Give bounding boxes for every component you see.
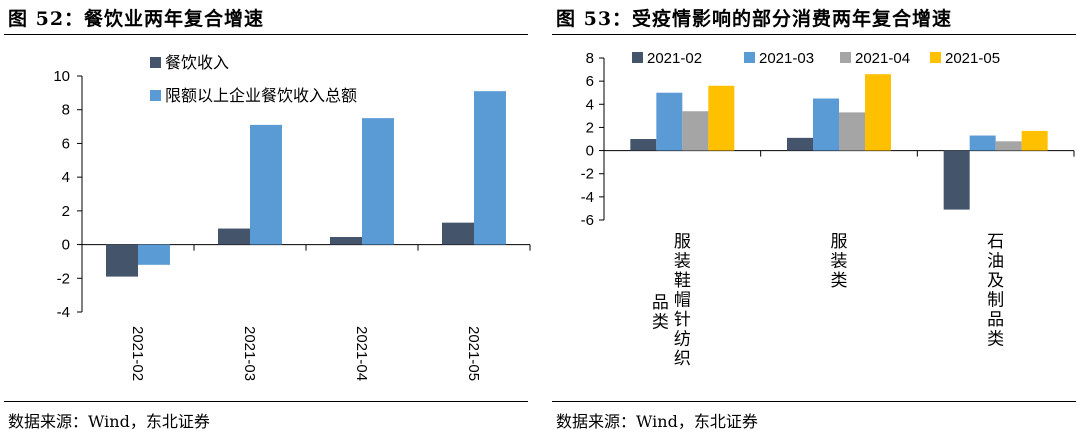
figure-53-chart: -6 -4 -2 0 2 4 6 8 服装鞋帽针纺织品类 服装类 石油及制品类 2021-02 2021…	[581, 50, 1075, 368]
figure-53-top-rule	[552, 34, 1076, 35]
legend-label: 餐饮收入	[165, 54, 229, 72]
legend-swatch	[632, 52, 643, 63]
legend-label: 2021-04	[855, 50, 910, 67]
y-tick-label: 2	[62, 203, 70, 220]
legend-label: 2021-03	[759, 50, 814, 67]
bar	[995, 141, 1022, 151]
x-category-label: 石油及制品类	[987, 232, 1004, 349]
x-category-label: 2021-05	[465, 326, 482, 381]
figure-52-bottom-rule	[4, 401, 528, 402]
bar	[362, 118, 394, 245]
figure-53-bottom-rule	[552, 401, 1076, 402]
legend-swatch	[840, 52, 851, 63]
bar	[630, 139, 657, 151]
y-tick-label: 4	[586, 96, 594, 113]
y-tick-label: 10	[53, 68, 70, 85]
bar	[330, 236, 362, 245]
y-tick-label: -6	[581, 212, 594, 229]
figure-52-title: 图 52：餐饮业两年复合增速	[8, 8, 265, 30]
y-tick-label: 2	[586, 119, 594, 136]
y-tick-label: 6	[62, 135, 70, 152]
bar	[865, 74, 891, 151]
bar	[218, 228, 250, 245]
x-category-label: 2021-02	[129, 326, 146, 381]
bar	[787, 137, 813, 151]
legend-label: 2021-05	[945, 50, 1000, 67]
legend-label: 限额以上企业餐饮收入总额	[165, 87, 357, 105]
x-category-label: 2021-04	[353, 326, 370, 381]
bar	[708, 85, 735, 151]
bar	[813, 98, 839, 151]
bar	[442, 222, 474, 245]
x-category-label: 服装鞋帽针纺织品类	[652, 232, 691, 368]
y-tick-label: -2	[57, 270, 70, 287]
x-category-label: 服装类	[831, 232, 848, 290]
legend-label: 2021-02	[647, 50, 702, 67]
figure-52-panel: 图 52：餐饮业两年复合增速 -4 -2 0 2 4 6 8 10 2021-02 2021-03…	[0, 0, 532, 435]
bar	[106, 244, 138, 277]
legend-swatch	[150, 90, 161, 101]
figure-53-title: 图 53：受疫情影响的部分消费两年复合增速	[556, 8, 953, 30]
bar	[943, 150, 970, 210]
y-tick-label: -4	[57, 304, 70, 321]
y-tick-label: -2	[581, 166, 594, 183]
y-tick-label: 8	[62, 102, 70, 119]
y-tick-label: 6	[586, 73, 594, 90]
legend-swatch	[744, 52, 755, 63]
figure-52-chart: -4 -2 0 2 4 6 8 10 2021-02 2021-03 2021-04 2021-05 餐…	[53, 54, 531, 381]
x-category-label: 2021-03	[241, 326, 258, 381]
figure-53-source: 数据来源：Wind，东北证券	[556, 412, 758, 431]
bar	[1021, 130, 1048, 151]
y-tick-label: 0	[586, 143, 594, 160]
bar	[656, 92, 683, 151]
bar	[839, 112, 865, 151]
y-tick-label: -4	[581, 189, 594, 206]
bar	[682, 111, 709, 151]
y-tick-label: 8	[586, 50, 594, 67]
bar	[969, 135, 996, 151]
figure-52-source: 数据来源：Wind，东北证券	[8, 412, 210, 431]
legend-swatch	[150, 57, 161, 68]
y-tick-label: 0	[62, 237, 70, 254]
y-tick-label: 4	[62, 169, 70, 186]
figure-52-top-rule	[4, 34, 528, 35]
figure-53-panel: 图 53：受疫情影响的部分消费两年复合增速 -6 -4 -2 0 2 4 6 8 服装鞋帽针纺织…	[548, 0, 1080, 435]
bar	[250, 124, 282, 245]
legend-swatch	[930, 52, 941, 63]
bar	[138, 244, 170, 265]
bar	[474, 91, 506, 245]
